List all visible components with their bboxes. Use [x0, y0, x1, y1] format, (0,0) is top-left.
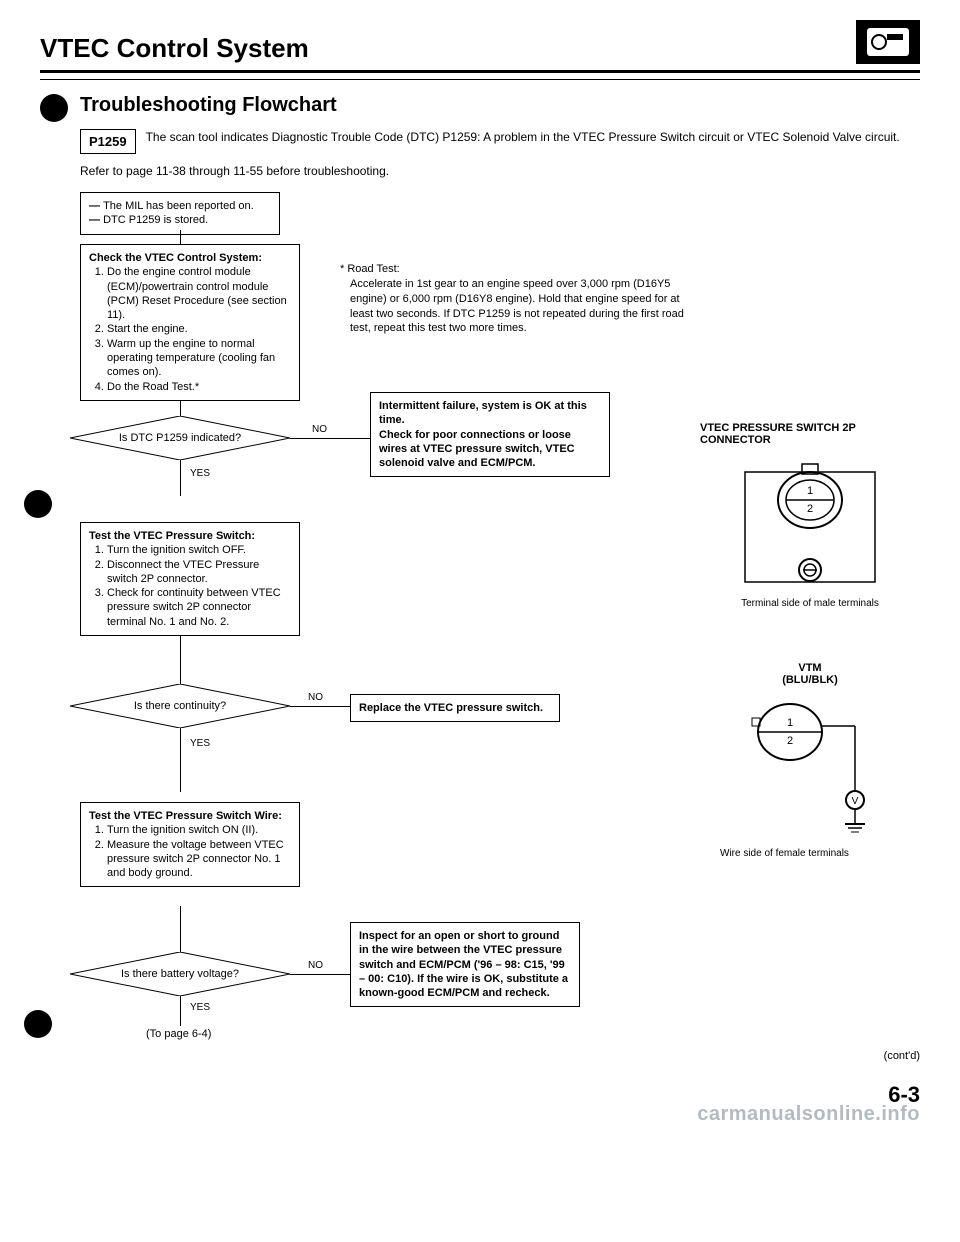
- connector-line: [180, 996, 181, 1026]
- box-start: The MIL has been reported on. DTC P1259 …: [80, 192, 280, 235]
- start-line-1: The MIL has been reported on.: [89, 199, 271, 213]
- main-column: Troubleshooting Flowchart P1259 The scan…: [80, 94, 920, 1112]
- diamond3-text: Is there battery voltage?: [121, 968, 239, 980]
- page-title: VTEC Control System: [40, 33, 309, 64]
- blu-label: (BLU/BLK): [782, 674, 838, 686]
- connector-icon: [856, 20, 920, 64]
- flowchart: The MIL has been reported on. DTC P1259 …: [80, 192, 920, 1112]
- check-item-2: Start the engine.: [107, 322, 291, 336]
- box-replace: Replace the VTEC pressure switch.: [350, 694, 560, 722]
- label-no: NO: [308, 692, 323, 703]
- box-test-wire: Test the VTEC Pressure Switch Wire: Turn…: [80, 802, 300, 887]
- check-system-title: Check the VTEC Control System:: [89, 251, 291, 265]
- bullet-icon: [24, 490, 52, 518]
- test-wire-item-1: Turn the ignition switch ON (II).: [107, 823, 291, 837]
- label-yes: YES: [190, 1002, 210, 1013]
- test-switch-item-3: Check for continuity between VTEC pressu…: [107, 586, 291, 629]
- contd-label: (cont'd): [884, 1050, 920, 1062]
- caption-female: Wire side of female terminals: [700, 848, 920, 859]
- start-line-2: DTC P1259 is stored.: [89, 213, 271, 227]
- diamond-continuity: Is there continuity?: [70, 684, 290, 728]
- svg-text:2: 2: [787, 735, 793, 747]
- svg-text:1: 1: [807, 485, 813, 497]
- test-switch-item-1: Turn the ignition switch OFF.: [107, 543, 291, 557]
- test-switch-title: Test the VTEC Pressure Switch:: [89, 529, 291, 543]
- diamond2-text: Is there continuity?: [134, 700, 226, 712]
- refer-text: Refer to page 11-38 through 11-55 before…: [80, 164, 920, 178]
- connector-line: [180, 230, 181, 244]
- section-title: Troubleshooting Flowchart: [80, 94, 920, 117]
- check-item-1: Do the engine control module (ECM)/power…: [107, 265, 291, 322]
- intro-row: P1259 The scan tool indicates Diagnostic…: [80, 129, 920, 154]
- connector-wire-icon: 1 2 V: [735, 692, 885, 842]
- test-switch-item-2: Disconnect the VTEC Pressure switch 2P c…: [107, 558, 291, 587]
- road-test-body: Accelerate in 1st gear to an engine spee…: [340, 277, 700, 336]
- header: VTEC Control System: [40, 20, 920, 73]
- connector-line: [180, 400, 181, 416]
- box-check-system: Check the VTEC Control System: Do the en…: [80, 244, 300, 401]
- svg-text:2: 2: [807, 503, 813, 515]
- connector-line: [290, 438, 370, 439]
- side-connector-1: VTEC PRESSURE SWITCH 2P CONNECTOR 1 2 Te…: [700, 422, 920, 609]
- connector-line: [290, 974, 350, 975]
- check-item-3: Warm up the engine to normal operating t…: [107, 337, 291, 380]
- check-item-4: Do the Road Test.*: [107, 380, 291, 394]
- svg-text:V: V: [852, 796, 859, 807]
- test-wire-item-2: Measure the voltage between VTEC pressur…: [107, 838, 291, 881]
- connector-title: VTEC PRESSURE SWITCH 2P CONNECTOR: [700, 422, 920, 446]
- box-inspect: Inspect for an open or short to ground i…: [350, 922, 580, 1007]
- connector-line: [180, 906, 181, 952]
- road-test-title: * Road Test:: [340, 262, 700, 277]
- divider: [40, 79, 920, 80]
- vtm-label: VTM: [798, 662, 821, 674]
- watermark: carmanualsonline.info: [697, 1103, 920, 1126]
- svg-text:1: 1: [787, 717, 793, 729]
- bullet-icon: [24, 1010, 52, 1038]
- test-wire-title: Test the VTEC Pressure Switch Wire:: [89, 809, 291, 823]
- caption-male: Terminal side of male terminals: [700, 598, 920, 609]
- road-test-note: * Road Test: Accelerate in 1st gear to a…: [340, 262, 700, 336]
- content: Troubleshooting Flowchart P1259 The scan…: [40, 94, 920, 1112]
- dtc-code: P1259: [80, 129, 136, 154]
- intro-text: The scan tool indicates Diagnostic Troub…: [146, 129, 920, 146]
- label-yes: YES: [190, 468, 210, 479]
- connector-line: [180, 636, 181, 684]
- diamond1-text: Is DTC P1259 indicated?: [119, 432, 241, 444]
- label-no: NO: [308, 960, 323, 971]
- box-intermittent: Intermittent failure, system is OK at th…: [370, 392, 610, 477]
- bullet-column: [40, 94, 68, 1112]
- label-no: NO: [312, 424, 327, 435]
- label-yes: YES: [190, 738, 210, 749]
- side-connector-2: VTM (BLU/BLK) 1 2 V: [700, 662, 920, 859]
- connector-line: [290, 706, 350, 707]
- to-page-label: (To page 6-4): [146, 1028, 211, 1040]
- diamond-battery-voltage: Is there battery voltage?: [70, 952, 290, 996]
- connector-2p-icon: 1 2: [735, 452, 885, 592]
- connector-line: [180, 728, 181, 792]
- connector-line: [180, 460, 181, 496]
- box-test-switch: Test the VTEC Pressure Switch: Turn the …: [80, 522, 300, 636]
- diamond-dtc-indicated: Is DTC P1259 indicated?: [70, 416, 290, 460]
- bullet-icon: [40, 94, 68, 122]
